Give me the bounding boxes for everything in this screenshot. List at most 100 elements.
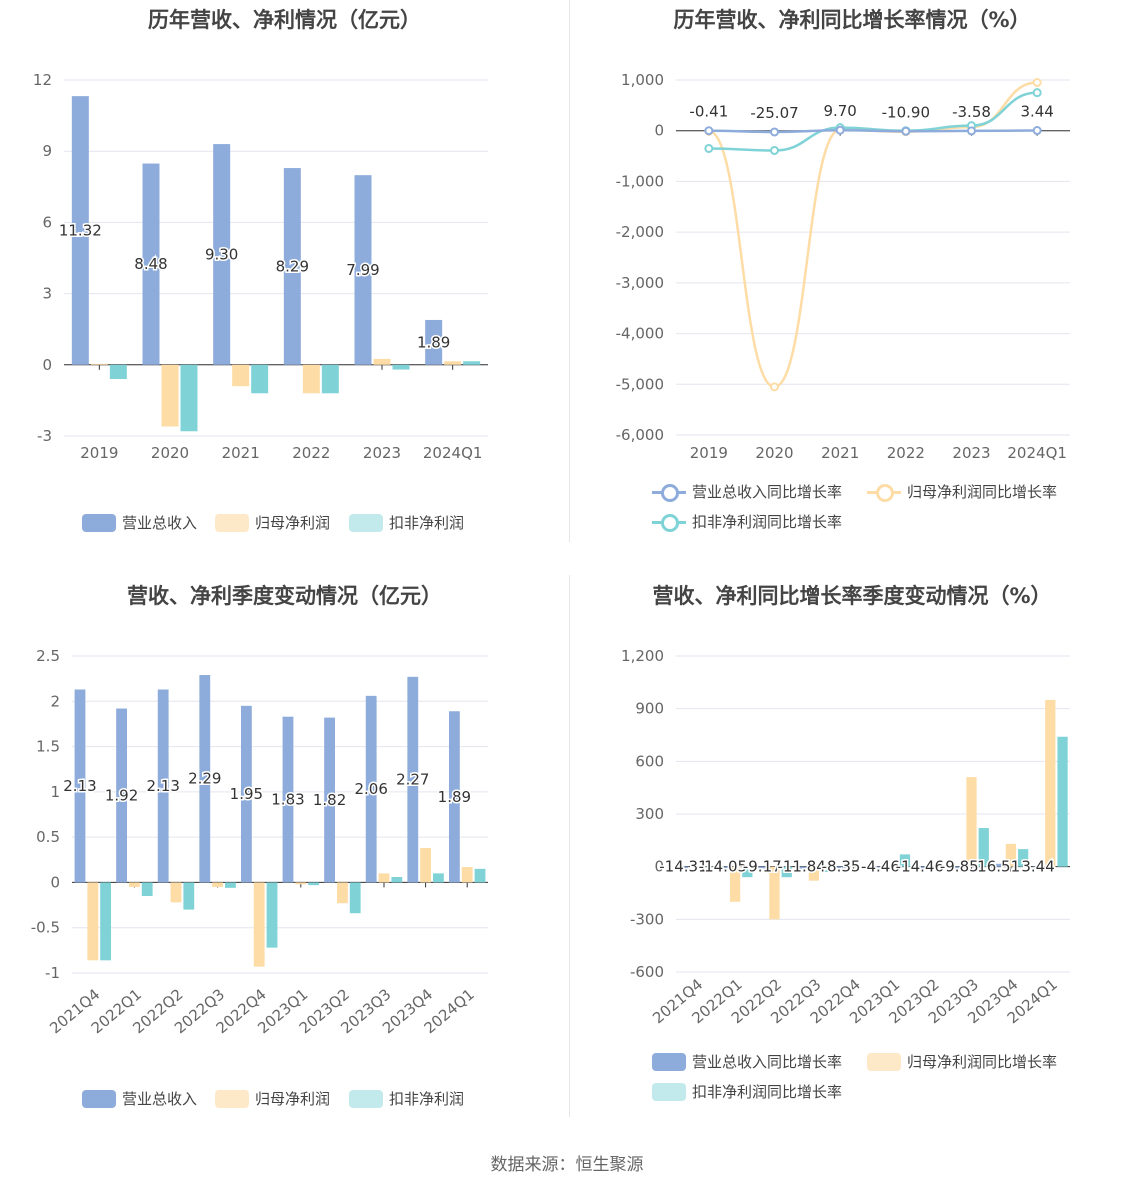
data-point [1032, 88, 1042, 98]
x-tick-label: 2020 [151, 444, 189, 462]
legend-item[interactable]: 扣非净利润 [349, 512, 464, 533]
legend-label: 扣非净利润 [389, 514, 465, 532]
bar-deducted-net-profit [141, 882, 153, 897]
y-tick-label: 1,000 [621, 71, 664, 89]
legend-label: 扣非净利润 [389, 1090, 465, 1108]
y-tick-label: -3,000 [616, 274, 664, 292]
legend-swatch [349, 1089, 383, 1108]
x-tick-label: 2019 [80, 444, 118, 462]
legend-item[interactable]: 扣非净利润 [349, 1088, 464, 1109]
annual-revenue-profit-panel: 历年营收、净利情况（亿元） 12 9 6 3 0 -3 2019 2020 2021 2022 20… [0, 0, 569, 560]
bar-deducted-net-profit [321, 364, 339, 394]
bar-revenue [875, 866, 886, 868]
bar-deducted-net-profit [100, 882, 112, 961]
y-tick-label: 2.5 [36, 647, 60, 665]
y-tick-label: 6 [42, 213, 52, 231]
bar-parent-net-profit [420, 848, 432, 883]
bar-deducted-net-profit [781, 866, 792, 878]
bar-deducted-net-profit [225, 882, 236, 888]
y-tick-label: -6,000 [616, 426, 664, 444]
data-label: 1.83 [271, 791, 304, 809]
bar-parent-net-profit [729, 866, 741, 902]
legend-swatch [215, 1089, 249, 1108]
legend-item[interactable]: 归母净利润同比增长率 [867, 481, 1057, 502]
bar-deducted-net-profit [702, 866, 714, 868]
legend-label: 扣非净利润同比增长率 [692, 1083, 843, 1101]
bar-revenue [1032, 866, 1044, 867]
legend-item[interactable]: 营业总收入同比增长率 [652, 481, 842, 502]
bar-deducted-net-profit [860, 866, 871, 868]
legend-item[interactable]: 扣非净利润同比增长率 [652, 1081, 842, 1102]
bar-parent-net-profit [373, 358, 391, 365]
y-tick-label: 12 [33, 71, 52, 89]
bar-parent-net-profit [295, 882, 307, 885]
legend-item[interactable]: 营业总收入同比增长率 [652, 1051, 842, 1072]
line-deducted-net-profit-growth [708, 91, 1038, 152]
legend-item[interactable]: 归母净利润 [215, 1088, 330, 1109]
x-tick-label: 2021 [821, 444, 859, 462]
legend-label: 归母净利润同比增长率 [907, 1053, 1058, 1071]
data-label: 1.89 [417, 333, 450, 351]
bar-parent-net-profit [212, 882, 224, 887]
bar-revenue [71, 96, 89, 365]
y-tick-label: 0.5 [36, 828, 60, 846]
bar-revenue [199, 675, 211, 883]
data-label: -9.85 [940, 858, 979, 876]
legend-label: 营业总收入同比增长率 [692, 1053, 843, 1071]
y-tick-label: 3 [42, 285, 52, 303]
legend-item[interactable]: 营业总收入 [82, 512, 197, 533]
data-label: 2.06 [354, 780, 387, 798]
bar-parent-net-profit [690, 866, 701, 868]
data-label: 8.48 [134, 255, 167, 273]
y-tick-label: -4,000 [616, 325, 664, 343]
data-label: 11.32 [59, 221, 102, 239]
data-label: -11.84 [777, 858, 825, 876]
bar-revenue [757, 866, 768, 869]
quarterly-growth-chart: 1,2009006003000-300-6002021Q42022Q12022Q… [621, 647, 1070, 1027]
legend-swatch [82, 513, 116, 532]
legend-label: 归母净利润 [255, 514, 331, 532]
y-tick-label: -0.5 [31, 919, 60, 937]
x-tick-label: 2022 [292, 444, 330, 462]
legend-swatch [652, 1082, 686, 1101]
panel-divider-top [569, 0, 570, 542]
data-point [967, 126, 976, 136]
data-label: 7.99 [346, 261, 379, 279]
bar-revenue [954, 866, 965, 869]
bar-revenue [240, 705, 252, 883]
bar-deducted-net-profit [463, 361, 481, 365]
data-label: -14.46 [896, 858, 944, 876]
y-tick-label: 0 [654, 858, 664, 876]
y-tick-label: 600 [635, 752, 664, 770]
bar-deducted-net-profit [821, 866, 832, 872]
legend-item[interactable]: 归母净利润 [215, 512, 330, 533]
bar-parent-net-profit [253, 882, 265, 967]
bar-deducted-net-profit [1057, 736, 1068, 867]
bar-revenue [213, 144, 231, 365]
x-tick-label: 2024Q1 [1007, 444, 1067, 462]
data-label: 2.27 [396, 771, 429, 789]
legend-item[interactable]: 归母净利润同比增长率 [867, 1051, 1057, 1072]
y-tick-label: -600 [630, 963, 664, 981]
bar-revenue [678, 866, 689, 870]
legend-item[interactable]: 扣非净利润同比增长率 [652, 511, 842, 532]
data-point [770, 127, 779, 137]
annual-growth-chart: 1,000 0 -1,000 -2,000 -3,000 -4,000 -5,000 -6,0… [616, 71, 1070, 462]
bar-revenue [835, 866, 847, 869]
bar-parent-net-profit [336, 882, 348, 904]
panel-divider-bottom [569, 575, 570, 1117]
legend-item[interactable]: 营业总收入 [82, 1088, 197, 1109]
data-label: -14.31 [659, 858, 707, 876]
bar-revenue [157, 689, 169, 883]
y-tick-label: 900 [635, 700, 664, 718]
bar-deducted-net-profit [939, 866, 950, 868]
bar-revenue [324, 717, 335, 883]
bar-deducted-net-profit [266, 882, 278, 948]
bar-parent-net-profit [1045, 699, 1056, 867]
legend-swatch [215, 513, 249, 532]
y-tick-label: -3 [37, 427, 52, 445]
bar-parent-net-profit [90, 363, 108, 365]
legend-label: 归母净利润 [255, 1090, 331, 1108]
data-point [1032, 78, 1042, 88]
legend-swatch [867, 483, 901, 502]
